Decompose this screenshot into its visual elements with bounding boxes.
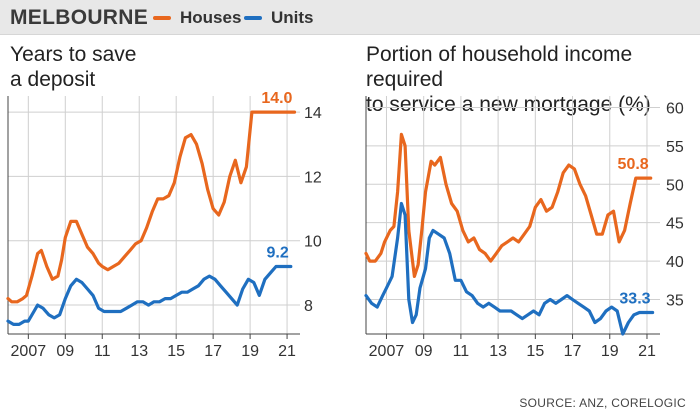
right-x-tick-17: 17 bbox=[564, 343, 582, 360]
right-chart-title: Portion of household income required to … bbox=[366, 42, 700, 117]
right-y-tick-35: 35 bbox=[666, 292, 684, 309]
right-x-tick-09: 09 bbox=[415, 343, 433, 360]
left-x-tick-13: 13 bbox=[130, 343, 148, 360]
left-end-label-houses: 14.0 bbox=[261, 90, 292, 107]
left-y-tick-14: 14 bbox=[304, 105, 322, 122]
left-x-tick-09: 09 bbox=[56, 343, 74, 360]
right-end-label-units: 33.3 bbox=[619, 291, 650, 308]
left-end-label-units: 9.2 bbox=[267, 244, 289, 261]
right-y-tick-55: 55 bbox=[666, 139, 684, 156]
left-chart-title-line2: a deposit bbox=[10, 68, 96, 91]
source-note: SOURCE: ANZ, CORELOGIC bbox=[519, 396, 686, 410]
legend-units-swatch bbox=[244, 16, 262, 20]
legend-units-label: Units bbox=[271, 8, 314, 27]
right-chart: 35 40 45 50 55 60 2007 09 11 13 15 17 19 21 50.8 33.3 bbox=[364, 96, 684, 360]
right-y-tick-40: 40 bbox=[666, 254, 684, 271]
left-chart-title: Years to save a deposit bbox=[10, 42, 136, 92]
left-x-tick-17: 17 bbox=[204, 343, 222, 360]
left-series-houses bbox=[6, 110, 297, 304]
left-y-tick-10: 10 bbox=[304, 234, 322, 251]
left-x-tick-2007: 2007 bbox=[11, 343, 47, 360]
left-y-tick-8: 8 bbox=[304, 298, 313, 315]
left-x-tick-19: 19 bbox=[241, 343, 259, 360]
right-end-label-houses: 50.8 bbox=[618, 156, 649, 173]
right-series-units bbox=[364, 201, 655, 336]
left-y-tick-12: 12 bbox=[304, 169, 322, 186]
right-x-tick-21: 21 bbox=[638, 343, 656, 360]
left-series-units bbox=[6, 264, 293, 326]
right-x-tick-13: 13 bbox=[489, 343, 507, 360]
right-chart-title-line1: Portion of household income required bbox=[366, 43, 633, 91]
right-y-tick-45: 45 bbox=[666, 216, 684, 233]
left-chart-title-line1: Years to save bbox=[10, 43, 137, 66]
left-x-tick-15: 15 bbox=[167, 343, 185, 360]
legend-houses-label: Houses bbox=[180, 8, 242, 27]
right-x-tick-11: 11 bbox=[453, 343, 470, 360]
left-chart: 8 10 12 14 2007 09 11 13 15 17 19 21 14.0 9.2 bbox=[6, 90, 322, 360]
legend-houses-swatch bbox=[153, 16, 171, 20]
right-x-tick-19: 19 bbox=[601, 343, 619, 360]
right-chart-title-line2: to service a new mortgage (%) bbox=[366, 93, 651, 116]
right-series-houses bbox=[364, 132, 653, 278]
left-x-tick-21: 21 bbox=[278, 343, 296, 360]
right-y-tick-50: 50 bbox=[666, 177, 684, 194]
region-title: MELBOURNE bbox=[10, 6, 149, 29]
right-x-tick-2007: 2007 bbox=[369, 343, 405, 360]
header-bar: MELBOURNE Houses Units bbox=[0, 0, 700, 35]
right-x-tick-15: 15 bbox=[526, 343, 544, 360]
right-y-tick-60: 60 bbox=[666, 101, 684, 118]
left-x-tick-11: 11 bbox=[94, 343, 111, 360]
